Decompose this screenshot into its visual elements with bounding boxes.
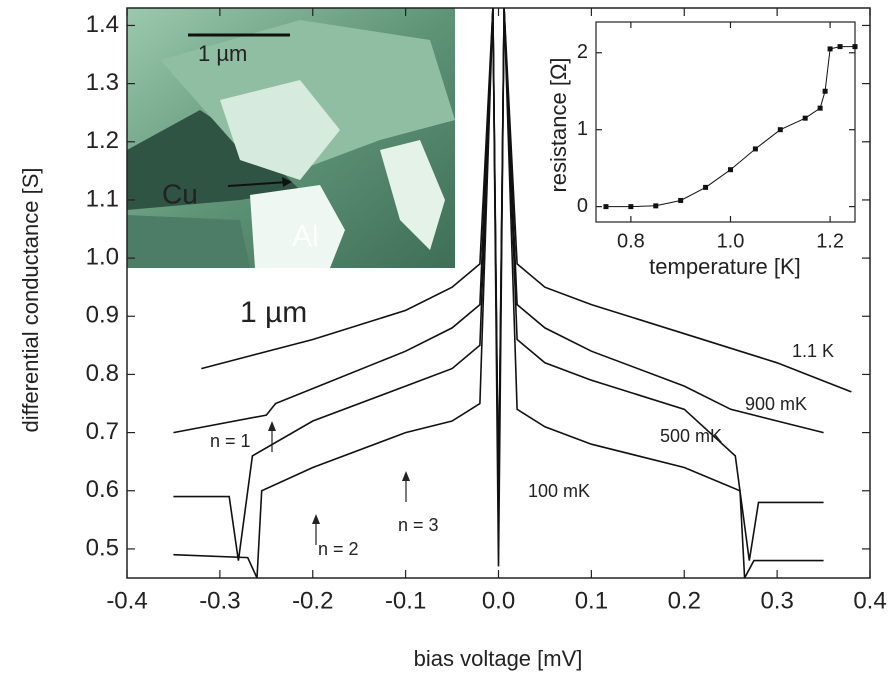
- x-tick-label: 1.0: [717, 230, 745, 252]
- y-tick-label: 1.1: [86, 185, 119, 212]
- data-point: [628, 204, 634, 210]
- data-point: [837, 44, 843, 50]
- data-point: [822, 88, 828, 94]
- y-tick-label: 2: [577, 41, 588, 63]
- y-axis-label: differential conductance [S]: [18, 168, 43, 433]
- x-axis-label: bias voltage [mV]: [414, 646, 583, 671]
- x-tick-label: -0.3: [199, 587, 240, 614]
- data-point: [678, 197, 684, 203]
- x-tick-label: -0.2: [292, 587, 333, 614]
- image-label: 1 µm: [198, 41, 247, 66]
- annotation: n = 3: [398, 515, 439, 535]
- inset-x-label: temperature [K]: [649, 254, 801, 279]
- data-point: [703, 184, 709, 190]
- inset-frame: [595, 21, 856, 223]
- x-tick-label: -0.4: [106, 587, 147, 614]
- x-tick-label: 0.3: [760, 587, 793, 614]
- y-tick-label: 0.9: [86, 302, 119, 329]
- annotation-arrowhead: [402, 471, 410, 481]
- annotation: n = 1: [210, 431, 251, 451]
- inset-y-label: resistance [Ω]: [546, 57, 571, 192]
- data-point: [653, 203, 659, 209]
- data-point: [827, 46, 833, 52]
- y-tick-label: 1.3: [86, 69, 119, 96]
- x-tick-label: 1.2: [816, 230, 844, 252]
- annotation: 1 µm: [240, 296, 307, 329]
- data-point: [802, 115, 808, 121]
- x-tick-label: 0.8: [617, 230, 645, 252]
- data-line: [173, 8, 824, 578]
- sem-image: [127, 8, 455, 268]
- y-tick-label: 0: [577, 195, 588, 217]
- series-group: [173, 8, 852, 578]
- y-tick-label: 1.0: [86, 243, 119, 270]
- y-tick-label: 0.5: [86, 534, 119, 561]
- x-tick-label: 0.0: [482, 587, 515, 614]
- image-label: Al: [292, 220, 319, 253]
- annotation: n = 2: [318, 539, 359, 559]
- data-point: [777, 127, 783, 133]
- data-line: [606, 46, 855, 208]
- y-tick-label: 1: [577, 118, 588, 140]
- series-label: 500 mK: [660, 426, 722, 446]
- x-tick-label: -0.1: [385, 587, 426, 614]
- x-tick-label: 0.2: [668, 587, 701, 614]
- data-point: [727, 167, 733, 173]
- data-point: [752, 146, 758, 152]
- data-point: [852, 44, 858, 50]
- series-label: 1.1 K: [792, 341, 834, 361]
- x-tick-label: 0.1: [575, 587, 608, 614]
- y-tick-label: 0.7: [86, 418, 119, 445]
- annotation-arrowhead: [268, 421, 276, 431]
- y-tick-label: 0.8: [86, 360, 119, 387]
- y-tick-label: 1.4: [86, 11, 119, 38]
- y-tick-label: 0.6: [86, 476, 119, 503]
- image-label: Cu: [162, 178, 198, 209]
- data-point: [817, 105, 823, 111]
- annotation-arrowhead: [312, 514, 320, 524]
- x-tick-label: 0.4: [853, 587, 886, 614]
- data-point: [603, 204, 609, 210]
- series-label: 900 mK: [745, 394, 807, 414]
- y-tick-label: 1.2: [86, 127, 119, 154]
- series-label: 100 mK: [528, 481, 590, 501]
